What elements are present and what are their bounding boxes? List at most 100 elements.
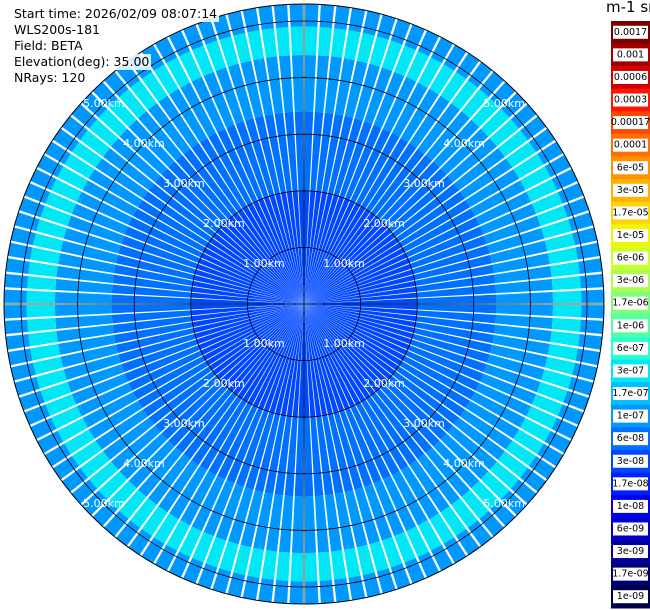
colorbar-tick-label: 6e-05 [617, 162, 644, 173]
ray-segment [363, 572, 381, 597]
colorbar-tick-label: 3e-07 [617, 365, 644, 376]
ray-segment [305, 55, 316, 112]
ray-segment [553, 291, 582, 303]
ray-segment [576, 243, 601, 260]
ray-segment [553, 305, 582, 317]
ray-segment [258, 6, 274, 30]
ray-segment [578, 258, 602, 274]
colorbar-tick-label: 1.7e-06 [612, 298, 648, 309]
ray-segment [318, 27, 332, 56]
ray-segment [274, 580, 289, 604]
ray-segment [334, 6, 350, 30]
colorbar-tick-label: 6e-09 [617, 523, 644, 534]
start-time-label: Start time: 2026/02/09 08:07:14 [12, 6, 219, 22]
colorbar-tick-label: 6e-07 [617, 343, 644, 354]
ray-segment [331, 28, 346, 58]
ray-segment [11, 227, 36, 245]
field-label: Field: BETA [12, 38, 85, 54]
colorbar-tick-label: 0.0006 [614, 72, 647, 83]
range-rings [4, 4, 604, 604]
range-ring-label: 5.00km [483, 497, 525, 510]
ray-segment [276, 552, 290, 581]
colorbar-tick-label: 6e-06 [617, 253, 644, 264]
range-ring-label: 2.00km [363, 217, 405, 230]
ray-segment [11, 363, 36, 381]
ray-segment [6, 334, 30, 350]
range-ring-label: 3.00km [163, 177, 205, 190]
range-ring-label: 2.00km [203, 377, 245, 390]
ray-segment [305, 581, 318, 604]
ray-segment [262, 28, 277, 58]
colorbar-title: m-1 sr-1 [606, 0, 650, 16]
ray-segment [572, 227, 597, 245]
ray-segment [27, 291, 56, 303]
ray-segment [496, 292, 553, 303]
range-ring-label: 2.00km [203, 217, 245, 230]
ray-segment [578, 334, 602, 350]
ray-segment [320, 4, 335, 28]
colorbar-tick-label: 3e-05 [617, 185, 644, 196]
ray-segment [4, 289, 27, 302]
colorbar-tick-label: 1e-07 [617, 411, 644, 422]
ray-segment [305, 553, 317, 582]
ray-segment [581, 305, 604, 318]
range-ring-label: 4.00km [443, 137, 485, 150]
colorbar-tick-label: 0.0001 [614, 140, 647, 151]
ray-segment [348, 8, 365, 33]
ray-segment [27, 318, 56, 332]
instrument-label: WLS200s-181 [12, 22, 102, 38]
ray-segment [331, 550, 346, 580]
range-ring-label: 1.00km [243, 337, 285, 350]
ray-segment [4, 320, 28, 335]
ray-segment [289, 4, 302, 27]
colorbar-tick-label: 1e-08 [617, 501, 644, 512]
ray-segment [550, 262, 580, 277]
colorbar-tick-label: 3e-06 [617, 275, 644, 286]
range-ring-label: 4.00km [123, 457, 165, 470]
ray-segment [243, 576, 260, 601]
colorbar-tick-label: 3e-09 [617, 546, 644, 557]
ray-segment [258, 578, 274, 602]
ray-segment [243, 8, 260, 33]
range-ring-label: 3.00km [163, 417, 205, 430]
ray-segment [4, 274, 28, 289]
ray-segment [4, 305, 27, 318]
ray-segment [291, 27, 303, 56]
colorbar-tick-label: 0.0017 [614, 27, 647, 38]
colorbar-tick-label: 1e-06 [617, 320, 644, 331]
ray-segment [28, 331, 58, 346]
ray-segment [348, 576, 365, 601]
ray-segment [305, 27, 317, 56]
ray-segment [55, 292, 112, 303]
colorbar-tick-label: 0.0003 [614, 95, 647, 106]
colorbar-tick-label: 3e-08 [617, 456, 644, 467]
colorbar-tick-label: 1e-05 [617, 230, 644, 241]
range-ring-label: 4.00km [123, 137, 165, 150]
ray-segment [6, 258, 30, 274]
range-ring-label: 1.00km [323, 337, 365, 350]
ray-segment [292, 55, 303, 112]
ray-segment [276, 27, 290, 56]
range-ring-label: 1.00km [323, 257, 365, 270]
ray-segment [305, 4, 318, 27]
range-ring-label: 3.00km [403, 177, 445, 190]
ray-segment [227, 11, 245, 36]
ray-segment [581, 289, 604, 302]
ray-segment [305, 496, 316, 553]
colorbar-tick-label: 1e-09 [617, 591, 644, 602]
ray-segment [550, 331, 580, 346]
ray-segment [552, 318, 581, 332]
ray-segment [289, 581, 302, 604]
ray-segment [334, 578, 350, 602]
ray-segment [580, 320, 604, 335]
ray-segment [8, 243, 33, 260]
ray-segment [8, 348, 33, 365]
ray-segment [262, 550, 277, 580]
ray-segment [55, 305, 112, 316]
ray-segment [27, 276, 56, 290]
ray-segment [363, 11, 381, 36]
ray-segment [572, 363, 597, 381]
ray-segment [274, 4, 289, 28]
range-ring-label: 5.00km [83, 497, 125, 510]
